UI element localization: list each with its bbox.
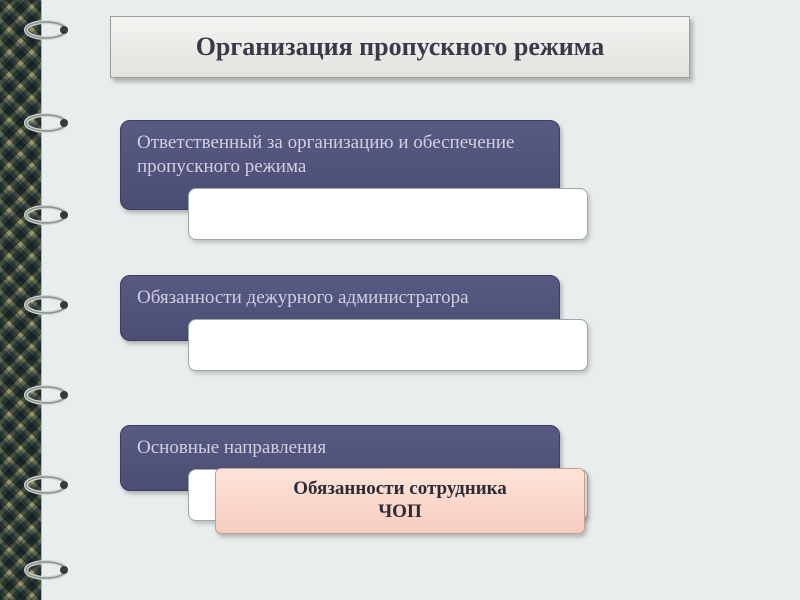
section-1: Ответственный за организацию и обеспечен… — [120, 120, 560, 240]
spiral-ring-icon — [24, 559, 68, 581]
section-1-body — [188, 188, 588, 240]
page-title: Организация пропускного режима — [196, 32, 605, 62]
section-2-body — [188, 319, 588, 371]
spiral-ring-icon — [24, 474, 68, 496]
spiral-ring-icon — [24, 19, 68, 41]
overlay-text: Обязанности сотрудника ЧОП — [293, 478, 507, 524]
page-title-box: Организация пропускного режима — [110, 16, 690, 78]
spiral-ring-icon — [24, 294, 68, 316]
overlay-callout: Обязанности сотрудника ЧОП — [215, 468, 585, 534]
section-2: Обязанности дежурного администратора — [120, 275, 560, 371]
spiral-ring-icon — [24, 204, 68, 226]
spiral-ring-icon — [24, 112, 68, 134]
spiral-ring-icon — [24, 384, 68, 406]
